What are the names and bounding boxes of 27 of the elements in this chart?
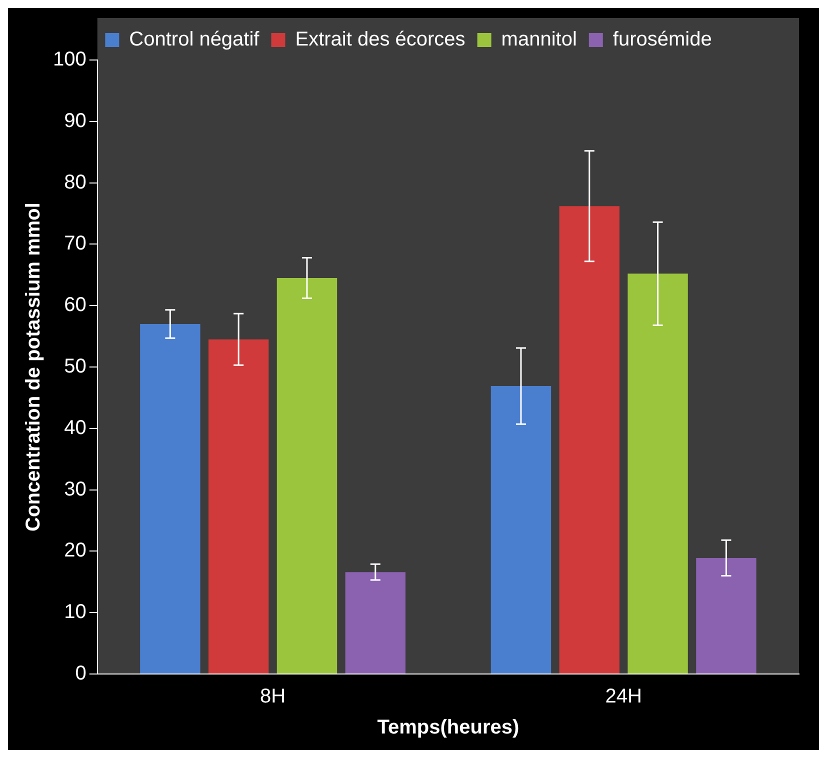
legend-label: mannitol bbox=[501, 28, 577, 51]
x-tick-label: 8H bbox=[260, 686, 286, 708]
x-axis-title: Temps(heures) bbox=[377, 716, 520, 739]
y-tick-label: 100 bbox=[52, 48, 86, 71]
y-tick-label: 10 bbox=[64, 601, 86, 624]
y-axis-title: Concentration de potassium mmol bbox=[22, 202, 45, 532]
legend-label: Control négatif bbox=[129, 28, 260, 51]
y-tick-label: 40 bbox=[64, 416, 86, 439]
y-tick-label: 20 bbox=[64, 540, 86, 562]
bar bbox=[490, 386, 552, 674]
bar bbox=[628, 274, 688, 674]
x-tick-label: 24H bbox=[605, 686, 642, 708]
bar bbox=[208, 339, 269, 674]
bar bbox=[276, 278, 338, 674]
y-tick-label: 70 bbox=[64, 232, 86, 255]
y-tick-label: 80 bbox=[64, 171, 86, 194]
bar bbox=[696, 558, 756, 674]
y-tick-label: 50 bbox=[64, 356, 86, 378]
y-tick-label: 0 bbox=[75, 662, 86, 685]
legend-label: furosémide bbox=[612, 28, 712, 51]
bar bbox=[140, 324, 200, 674]
bar bbox=[559, 206, 620, 674]
y-tick-label: 90 bbox=[64, 110, 86, 132]
legend-label: Extrait des écorces bbox=[295, 28, 466, 51]
y-tick-label: 60 bbox=[64, 294, 86, 316]
bar bbox=[345, 572, 406, 674]
y-tick-label: 30 bbox=[64, 478, 86, 500]
